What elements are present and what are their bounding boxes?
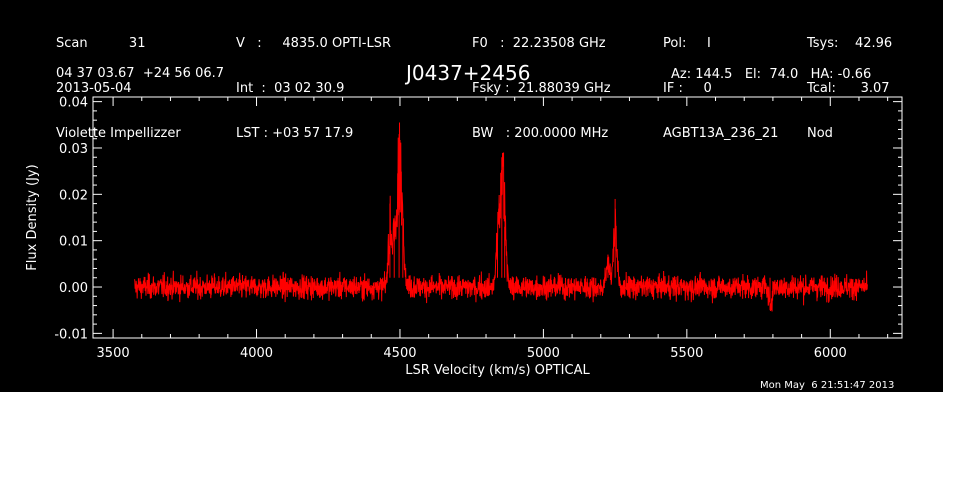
header-col3: F0 : 22.23508 GHz Fsky : 21.88039 GHz BW…	[472, 6, 611, 171]
scan-label: Scan 31	[56, 36, 146, 51]
project-label: AGBT13A_236_21	[663, 126, 779, 141]
spectrum-line	[134, 122, 868, 312]
x-tick-label: 4000	[240, 346, 273, 361]
spectrum-plot: 3500 4000 4500 5000 5500 6000 -0.01 0.00 0.01 0.0…	[25, 96, 903, 378]
if-label: IF : 0	[663, 81, 712, 96]
f0-label: F0 : 22.23508 GHz	[472, 36, 606, 51]
integration-label: Int : 03 02 30.9	[236, 81, 345, 96]
procedure-label: Nod	[807, 126, 833, 141]
y-tick-label: 0.03	[59, 142, 88, 157]
y-tick-label: 0.02	[59, 188, 88, 203]
header-col5: Tsys: 42.96 Tcal: 3.07 Nod	[807, 6, 892, 171]
tsys-label: Tsys: 42.96	[807, 36, 893, 51]
y-axis-label: Flux Density (Jy)	[25, 164, 40, 270]
y-tick-label: -0.01	[54, 327, 88, 342]
y-tick-label: 0.01	[59, 235, 88, 250]
bw-label: BW : 200.0000 MHz	[472, 126, 609, 141]
coords-label: 04 37 03.67 +24 56 06.7	[56, 66, 225, 81]
timestamp-label: Mon May 6 21:51:47 2013	[760, 380, 895, 391]
source-name: J0437+2456	[406, 61, 531, 85]
pol-label: Pol: I	[663, 36, 711, 51]
header-col1: Scan 31 2013-05-04 Violette Impellizzer	[56, 6, 181, 171]
y-tick-label: 0.00	[59, 281, 88, 296]
lst-label: LST : +03 57 17.9	[236, 126, 354, 141]
fsky-label: Fsky : 21.88039 GHz	[472, 81, 611, 96]
header-col2: V : 4835.0 OPTI-LSR Int : 03 02 30.9 LST…	[236, 6, 391, 171]
x-axis-label: LSR Velocity (km/s) OPTICAL	[405, 363, 590, 378]
plot-frame	[92, 96, 903, 339]
y-tick-label: 0.04	[59, 96, 88, 111]
x-tick-label: 4500	[383, 346, 416, 361]
x-tick-label: 5500	[670, 346, 703, 361]
x-tick-label: 3500	[97, 346, 130, 361]
plot-panel: 3500 4000 4500 5000 5500 6000 -0.01 0.00 0.01 0.0…	[0, 0, 943, 392]
x-tick-label: 6000	[814, 346, 847, 361]
az-el-ha-label: Az: 144.5 El: 74.0 HA: -0.66	[671, 67, 872, 82]
header-col4: Pol: I IF : 0 AGBT13A_236_21	[663, 6, 778, 171]
velocity-label: V : 4835.0 OPTI-LSR	[236, 36, 392, 51]
x-tick-label: 5000	[527, 346, 560, 361]
observer-label: Violette Impellizzer	[56, 126, 181, 141]
tcal-label: Tcal: 3.07	[807, 81, 890, 96]
date-label: 2013-05-04	[56, 81, 132, 96]
